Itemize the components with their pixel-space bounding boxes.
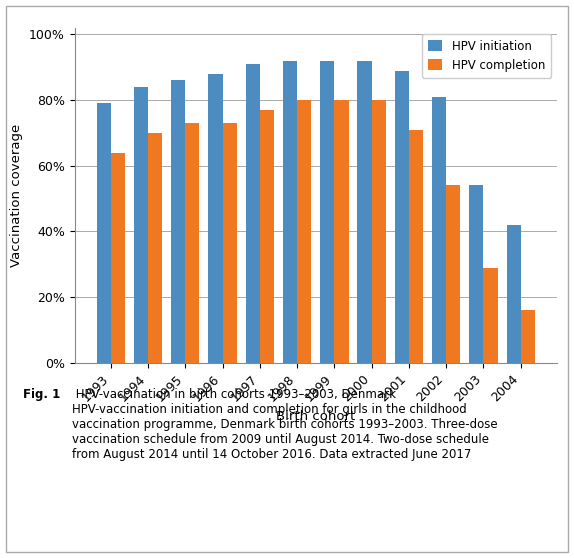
Bar [223, 123, 236, 363]
Bar [371, 100, 386, 363]
Bar [334, 100, 348, 363]
Bar [446, 185, 460, 363]
Text: Fig. 1: Fig. 1 [23, 388, 60, 401]
Bar [297, 100, 311, 363]
Bar [148, 133, 162, 363]
Bar [470, 185, 483, 363]
Bar [521, 310, 535, 363]
Bar [208, 74, 223, 363]
Bar [409, 129, 423, 363]
Bar [283, 61, 297, 363]
Text: HPV-vaccination in birth cohorts 1993–2003, Denmark
HPV-vaccination initiation a: HPV-vaccination in birth cohorts 1993–20… [72, 388, 498, 461]
Bar [432, 97, 446, 363]
Bar [395, 70, 409, 363]
Bar [96, 103, 111, 363]
X-axis label: Birth cohort: Birth cohort [276, 410, 355, 423]
Bar [506, 225, 521, 363]
Bar [111, 153, 125, 363]
Bar [171, 80, 185, 363]
Bar [320, 61, 334, 363]
Legend: HPV initiation, HPV completion: HPV initiation, HPV completion [422, 34, 551, 78]
Bar [358, 61, 371, 363]
Bar [260, 110, 274, 363]
Bar [483, 267, 498, 363]
Y-axis label: Vaccination coverage: Vaccination coverage [10, 124, 24, 267]
Bar [246, 64, 260, 363]
Bar [185, 123, 199, 363]
Bar [134, 87, 148, 363]
